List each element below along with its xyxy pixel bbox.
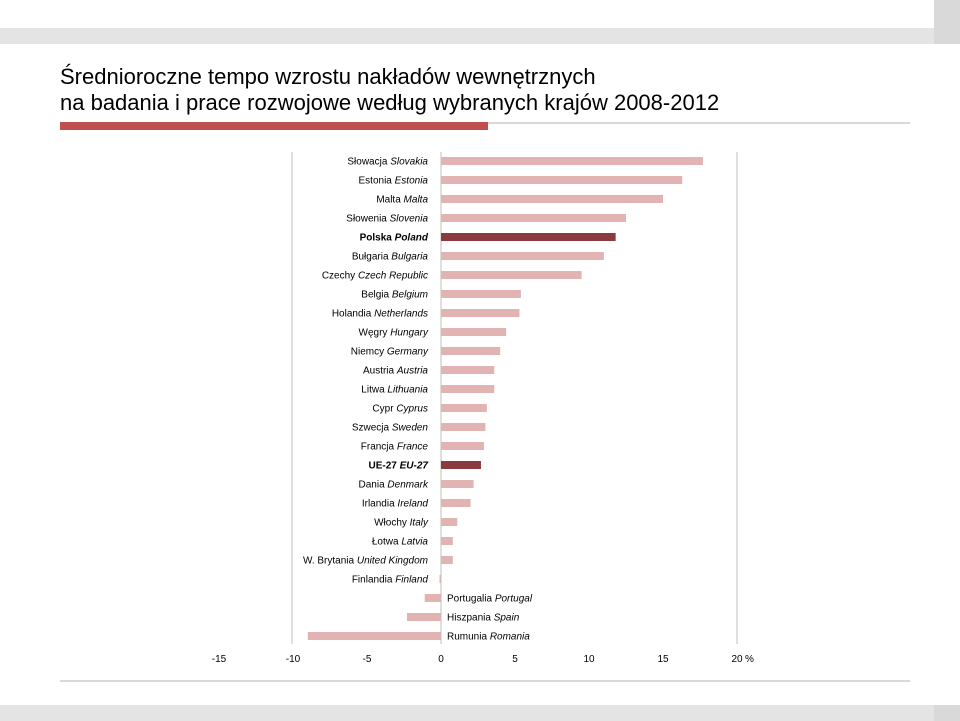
bar-united-kingdom (441, 556, 453, 564)
category-label-netherlands: Holandia Netherlands (332, 309, 428, 320)
bar-finland (439, 575, 442, 583)
x-tick-label: -5 (363, 654, 372, 665)
category-label-united-kingdom: W. Brytania United Kingdom (303, 556, 428, 567)
x-tick-label: 20 (731, 654, 743, 665)
category-label-austria: Austria Austria (363, 366, 428, 377)
category-label-poland: Polska Poland (360, 233, 429, 244)
bar-denmark (441, 480, 474, 488)
category-label-slovenia: Słowenia Slovenia (346, 214, 428, 225)
slide-title: Średnioroczne tempo wzrostu nakładów wew… (60, 64, 719, 116)
category-label-malta: Malta Malta (376, 195, 428, 206)
title-rule-accent (60, 122, 488, 130)
bar-poland (441, 233, 616, 241)
bar-italy (441, 518, 458, 526)
category-label-lithuania: Litwa Lithuania (361, 385, 428, 396)
x-tick-label: 10 (583, 654, 595, 665)
category-label-latvia: Łotwa Latvia (372, 537, 429, 548)
bar-france (441, 442, 484, 450)
bar-hungary (441, 328, 507, 336)
bar-lithuania (441, 385, 495, 393)
bar-latvia (441, 537, 453, 545)
bar-austria (441, 366, 495, 374)
bar-netherlands (441, 309, 520, 317)
category-label-spain: Hiszpania Spain (447, 613, 520, 624)
category-label-slovakia: Słowacja Slovakia (347, 157, 428, 168)
category-label-sweden: Szwecja Sweden (352, 423, 429, 434)
category-label-eu-27: UE-27 EU-27 (369, 461, 429, 472)
bar-malta (441, 195, 663, 203)
bottom-rule (60, 680, 910, 682)
x-tick-label: 15 (657, 654, 669, 665)
category-label-czech-republic: Czechy Czech Republic (322, 271, 428, 282)
x-axis-unit: % (745, 654, 754, 665)
bar-germany (441, 347, 501, 355)
category-label-portugal: Portugalia Portugal (447, 594, 533, 605)
category-label-denmark: Dania Denmark (359, 480, 429, 491)
x-tick-label: 0 (438, 654, 444, 665)
bar-bulgaria (441, 252, 604, 260)
bar-slovenia (441, 214, 626, 222)
bar-estonia (441, 176, 683, 184)
category-label-italy: Włochy Italy (374, 518, 429, 529)
category-label-finland: Finlandia Finland (352, 575, 429, 586)
category-label-estonia: Estonia Estonia (359, 176, 429, 187)
x-tick-label: -10 (286, 654, 301, 665)
bar-cyprus (441, 404, 487, 412)
bar-portugal (424, 594, 441, 602)
category-label-france: Francja France (361, 442, 429, 453)
x-tick-label: 5 (512, 654, 518, 665)
category-label-cyprus: Cypr Cyprus (372, 404, 428, 415)
bar-eu-27 (441, 461, 481, 469)
bar-ireland (441, 499, 471, 507)
category-label-ireland: Irlandia Ireland (362, 499, 429, 510)
top-strip-end (934, 0, 960, 44)
bar-belgium (441, 290, 521, 298)
bottom-strip (0, 705, 960, 721)
title-line-2: na badania i prace rozwojowe według wybr… (60, 90, 720, 115)
bar-czech-republic (441, 271, 582, 279)
category-label-belgium: Belgia Belgium (361, 290, 428, 301)
category-label-germany: Niemcy Germany (351, 347, 429, 358)
bar-slovakia (441, 157, 703, 165)
category-label-hungary: Węgry Hungary (359, 328, 429, 339)
bottom-strip-end (934, 705, 960, 721)
title-line-1: Średnioroczne tempo wzrostu nakładów wew… (60, 64, 596, 89)
category-label-romania: Rumunia Romania (447, 632, 530, 643)
top-strip (0, 28, 960, 44)
bar-romania (307, 632, 441, 640)
bar-sweden (441, 423, 486, 431)
bar-spain (406, 613, 441, 621)
category-label-bulgaria: Bułgaria Bulgaria (352, 252, 429, 263)
x-tick-label: -15 (212, 654, 227, 665)
